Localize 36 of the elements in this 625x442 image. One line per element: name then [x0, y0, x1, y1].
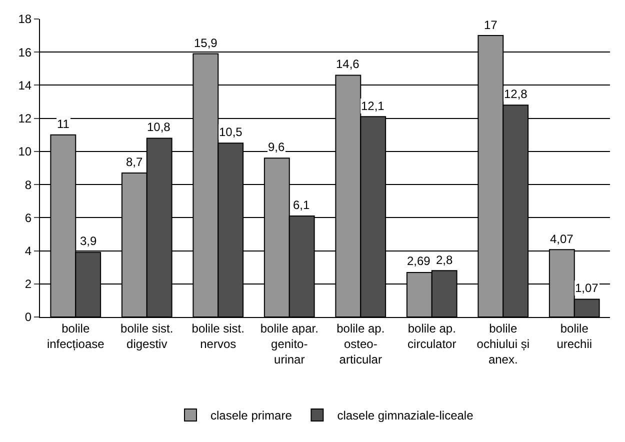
- y-tick-label: 16: [18, 45, 32, 60]
- data-label: 10,5: [219, 125, 243, 139]
- y-tick-label: 14: [18, 78, 32, 92]
- x-tick-label: bolile ap. osteo- articular: [336, 321, 385, 367]
- data-label: 2,8: [436, 253, 454, 267]
- x-tick-label: bolile sist. nervos: [192, 321, 244, 351]
- data-label: 15,9: [194, 36, 218, 50]
- data-label: 14,6: [336, 57, 360, 71]
- data-label: 11: [57, 117, 70, 131]
- y-tick-label: 12: [18, 112, 32, 126]
- y-tick-label: 6: [24, 210, 32, 225]
- data-label: 1,07: [575, 281, 599, 295]
- x-tick-label: bolile apar. genito- urinar: [260, 321, 318, 367]
- x-tick-label: bolile infecțioase: [46, 321, 105, 351]
- y-tick-label: 2: [24, 277, 32, 292]
- y-tick-label: 4: [24, 244, 32, 258]
- data-label: 12,8: [504, 87, 528, 101]
- y-tick-label: 10: [18, 144, 32, 159]
- data-label: 6,1: [293, 198, 310, 212]
- y-tick-label: 8: [24, 178, 32, 192]
- data-label: 3,9: [80, 234, 98, 248]
- data-label: 9,6: [268, 140, 286, 154]
- legend-label: clasele primare: [210, 408, 292, 423]
- data-label: 4,07: [550, 232, 574, 246]
- x-tick-label: bolile sist. digestiv: [120, 321, 174, 351]
- data-label: 10,8: [147, 120, 171, 134]
- y-tick-label: 0: [24, 310, 32, 324]
- legend-label: clasele gimnaziale-liceale: [337, 408, 474, 423]
- x-tick-label: bolile urechii: [556, 321, 592, 351]
- data-label: 8,7: [126, 155, 144, 169]
- x-tick-label: bolile ap. circulator: [408, 321, 456, 351]
- data-label: 12,1: [361, 99, 385, 113]
- x-tick-label: bolile ochiului și anex.: [476, 321, 530, 367]
- y-tick-label: 18: [18, 12, 32, 26]
- data-label: 17: [484, 18, 498, 32]
- data-label: 2,69: [407, 254, 431, 268]
